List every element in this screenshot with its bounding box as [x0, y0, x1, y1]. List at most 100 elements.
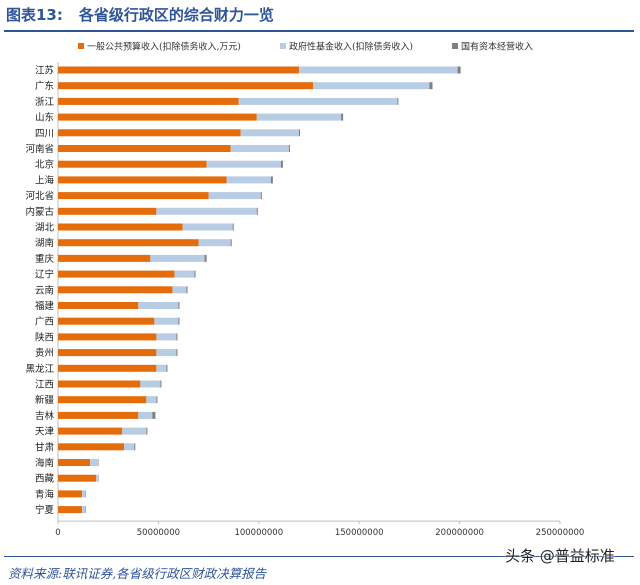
- bar-segment-series-2: [156, 349, 177, 357]
- bar-segment-series-2: [206, 160, 281, 168]
- bar-segment-series-2: [82, 506, 86, 514]
- category-label: 重庆: [35, 253, 55, 265]
- bar-segment-series-2: [256, 113, 342, 121]
- category-label: 浙江: [35, 96, 55, 108]
- bar-segment-series-2: [240, 129, 299, 137]
- bar-segment-series-2: [156, 364, 167, 372]
- bar-segment-series-3: [270, 176, 273, 184]
- bar-segment-series-3: [176, 333, 178, 341]
- legend-label-2: 政府性基金收入(扣除债务收入): [289, 41, 413, 53]
- bar-segment-series-1: [58, 380, 141, 388]
- bar-segment-series-2: [198, 239, 231, 247]
- bar-segment-series-2: [146, 396, 157, 404]
- bar-segment-series-3: [256, 207, 258, 215]
- bar-segment-series-3: [341, 113, 344, 121]
- bar-segment-series-3: [85, 490, 86, 498]
- category-label: 青海: [35, 488, 55, 500]
- bar-segment-series-1: [58, 192, 209, 200]
- bar-segment-series-1: [58, 411, 139, 419]
- category-label: 北京: [35, 159, 54, 171]
- category-label: 上海: [35, 174, 55, 186]
- category-label: 江苏: [35, 65, 55, 77]
- category-label: 云南: [35, 284, 54, 296]
- bar-segment-series-3: [186, 286, 188, 294]
- bar-segment-series-2: [182, 223, 233, 231]
- title-divider: [4, 30, 634, 32]
- category-label: 四川: [35, 128, 54, 139]
- legend-swatch-1: [78, 43, 84, 49]
- category-label: 陕西: [35, 331, 54, 343]
- bar-segment-series-2: [150, 254, 205, 262]
- x-tick-label: 250000000: [536, 528, 585, 538]
- bar-segment-series-2: [154, 317, 179, 325]
- category-label: 海南: [35, 457, 54, 469]
- bar-segment-series-2: [138, 302, 179, 309]
- bar-segment-series-2: [172, 286, 187, 294]
- bar-segment-series-2: [156, 207, 257, 215]
- bar-segment-series-1: [58, 443, 125, 451]
- bar-segment-series-1: [58, 286, 173, 294]
- figure-label: 图表13:: [6, 5, 63, 24]
- bar-segment-series-1: [58, 396, 147, 404]
- bar-segment-series-1: [58, 145, 231, 152]
- category-label: 江西: [35, 380, 54, 391]
- x-tick-label: 200000000: [435, 528, 484, 538]
- bar-segment-series-1: [58, 349, 157, 357]
- x-tick-label: 150000000: [335, 528, 384, 538]
- bar-segment-series-1: [58, 207, 157, 215]
- bar-segment-series-3: [230, 239, 232, 247]
- category-label: 河北省: [25, 190, 54, 202]
- bar-segment-series-1: [58, 82, 314, 90]
- bar-segment-series-3: [194, 270, 196, 278]
- bar-segment-series-1: [58, 427, 123, 435]
- category-label: 贵州: [35, 347, 54, 359]
- bar-segment-series-3: [146, 427, 148, 435]
- legend-swatch-2: [280, 43, 286, 49]
- category-label: 宁夏: [35, 504, 55, 516]
- bar-segment-series-3: [166, 364, 168, 372]
- bar-segment-series-3: [204, 254, 207, 262]
- category-label: 吉林: [35, 410, 55, 422]
- stacked-bar-chart: 一般公共预算收入(扣除债务收入,万元) 政府性基金收入(扣除债务收入) 国有资本经营…: [25, 41, 585, 539]
- bar-segment-series-2: [124, 443, 135, 451]
- bar-segment-series-1: [58, 113, 257, 121]
- category-label: 新疆: [35, 394, 55, 406]
- bar-segment-series-1: [58, 129, 241, 137]
- category-label: 黑龙江: [25, 363, 54, 375]
- bar-segment-series-1: [58, 474, 97, 482]
- bar-segment-series-3: [178, 317, 180, 325]
- bar-segment-series-3: [280, 160, 283, 168]
- source-note: 资料来源:联讯证券,各省级行政区财政决算报告: [8, 566, 267, 581]
- title-bar: 图表13: 各省级行政区的综合财力一览: [0, 0, 640, 28]
- category-label: 广西: [35, 316, 54, 328]
- bar-segment-series-2: [96, 474, 99, 482]
- bar-segment-series-1: [58, 302, 139, 309]
- legend-swatch-3: [452, 43, 458, 49]
- bar-segment-series-1: [58, 223, 183, 231]
- bar-segment-series-1: [58, 254, 151, 262]
- x-tick-label: 50000000: [137, 528, 180, 538]
- bar-segment-series-1: [58, 459, 91, 466]
- bar-segment-series-3: [260, 192, 262, 200]
- bar-segment-series-1: [58, 490, 83, 498]
- bar-segment-series-3: [298, 129, 300, 137]
- category-label: 河南省: [25, 143, 54, 155]
- bar-segment-series-3: [288, 145, 290, 152]
- bar-segment-series-1: [58, 317, 155, 325]
- bar-segment-series-2: [174, 270, 195, 278]
- bar-segment-series-3: [134, 443, 136, 451]
- bar-segment-series-3: [156, 396, 158, 404]
- category-label: 天津: [35, 427, 55, 438]
- x-tick-label: 0: [55, 528, 60, 538]
- bar-segment-series-2: [90, 459, 99, 466]
- bar-segment-series-1: [58, 160, 207, 168]
- legend-label-3: 国有资本经营收入: [461, 41, 533, 53]
- bar-segment-series-3: [429, 82, 433, 90]
- bar-segment-series-1: [58, 364, 157, 372]
- watermark: 头条 @普益标准: [505, 547, 615, 565]
- bar-segment-series-3: [160, 380, 162, 388]
- category-label: 甘肃: [35, 441, 54, 453]
- bar-segment-series-3: [178, 302, 180, 309]
- bar-segment-series-1: [58, 506, 83, 514]
- bar-segment-series-3: [85, 506, 86, 514]
